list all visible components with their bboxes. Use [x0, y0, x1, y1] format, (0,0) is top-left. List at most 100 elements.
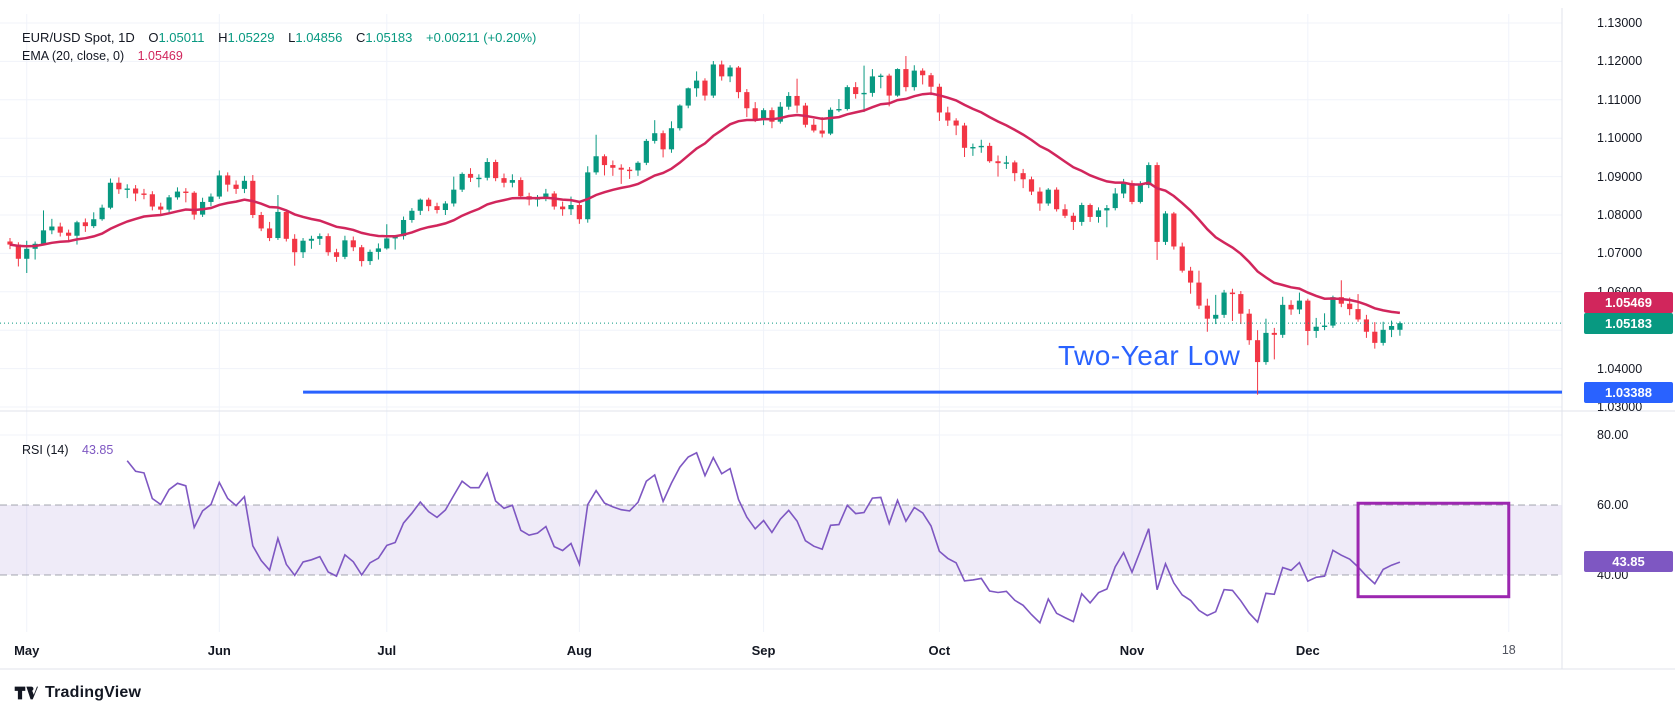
- candle-body: [174, 191, 181, 198]
- candle-body: [49, 226, 55, 231]
- time-axis-label[interactable]: 18: [1501, 643, 1516, 657]
- candle-body: [417, 199, 423, 211]
- candle-body: [124, 188, 130, 190]
- candle-body: [1296, 300, 1303, 310]
- candle-body: [241, 180, 248, 189]
- candle-body: [1020, 173, 1026, 180]
- candle-body: [1162, 213, 1169, 242]
- two-year-low-price-badge[interactable]: 1.03388: [1584, 381, 1673, 403]
- time-axis-label[interactable]: Nov: [1119, 643, 1145, 658]
- rsi-axis-label[interactable]: 60.00: [1597, 498, 1629, 512]
- rsi-value-badge[interactable]: 43.85: [1584, 551, 1673, 573]
- candle-body: [15, 244, 21, 259]
- candle-body: [1087, 205, 1093, 217]
- candle-body: [149, 194, 155, 207]
- time-axis-label[interactable]: Aug: [566, 643, 592, 658]
- candle-body: [1104, 208, 1110, 211]
- time-axis-label[interactable]: Sep: [751, 643, 776, 658]
- candle-body: [292, 238, 298, 253]
- time-axis-label[interactable]: Jun: [207, 643, 231, 658]
- candle-body: [693, 80, 700, 89]
- candle-body: [1187, 270, 1194, 283]
- candle-body: [1179, 246, 1185, 271]
- candle-body: [585, 172, 591, 220]
- candle-body: [1129, 183, 1135, 202]
- candle-body: [551, 193, 557, 207]
- symbol-title[interactable]: EUR/USD Spot, 1D: [22, 30, 135, 45]
- ohlc-high-label: H: [218, 30, 228, 45]
- time-axis-label[interactable]: Dec: [1295, 643, 1320, 658]
- candle-body: [827, 109, 834, 134]
- candle-body: [668, 128, 675, 150]
- rsi-line[interactable]: [126, 451, 1401, 625]
- two-year-low-label[interactable]: Two-Year Low: [1058, 340, 1241, 371]
- candle-body: [1054, 189, 1060, 210]
- candle-body: [1271, 332, 1277, 335]
- price-axis-label[interactable]: 1.07000: [1597, 246, 1643, 261]
- candle-body: [961, 125, 968, 148]
- price-axis-label[interactable]: 1.09000: [1597, 169, 1643, 184]
- symbol-legend[interactable]: EUR/USD Spot, 1D O1.05011 H1.05229 L1.04…: [22, 30, 536, 45]
- ema-legend-label[interactable]: EMA (20, close, 0): [22, 49, 125, 63]
- candle-body: [7, 241, 13, 245]
- candle-body: [911, 70, 917, 88]
- candle-body: [459, 173, 465, 190]
- rsi-legend[interactable]: RSI (14) 43.85: [22, 443, 113, 457]
- candlestick-series[interactable]: [7, 56, 1403, 395]
- price-axis-label[interactable]: 1.04000: [1597, 361, 1643, 376]
- candle-body: [1330, 297, 1336, 326]
- price-axis-label[interactable]: 1.11000: [1597, 92, 1642, 107]
- candle-body: [342, 240, 348, 257]
- candle-body: [995, 161, 1001, 164]
- last-price-badge[interactable]: 1.05183: [1584, 312, 1673, 334]
- candle-body: [208, 196, 214, 202]
- time-axis-label[interactable]: Oct: [928, 643, 951, 658]
- candle-body: [426, 199, 432, 207]
- candle-body: [1154, 165, 1160, 242]
- candle-body: [635, 162, 641, 171]
- candle-body: [1338, 297, 1344, 304]
- candle-body: [484, 162, 490, 178]
- ohlc-low-label: L: [288, 30, 296, 45]
- candle-body: [476, 177, 482, 180]
- ema-value-badge[interactable]: 1.05469: [1584, 291, 1673, 313]
- candle-body: [333, 252, 340, 257]
- candle-body: [1347, 303, 1353, 310]
- candle-body: [593, 156, 599, 173]
- candle-body: [1238, 294, 1244, 314]
- price-axis-label[interactable]: 1.12000: [1597, 54, 1643, 69]
- rsi-axis-label[interactable]: 80.00: [1597, 428, 1629, 442]
- rsi-legend-label[interactable]: RSI (14): [22, 443, 69, 457]
- candle-body: [1313, 326, 1319, 331]
- rsi-highlight-rectangle[interactable]: [1356, 501, 1511, 599]
- ema-line[interactable]: [9, 92, 1401, 315]
- candle-body: [1380, 329, 1386, 343]
- price-axis-label[interactable]: 1.13000: [1597, 16, 1643, 30]
- candle-body: [878, 75, 884, 78]
- candle-body: [1171, 213, 1177, 247]
- candle-body: [442, 203, 448, 211]
- candle-body: [99, 207, 105, 220]
- candle-body: [861, 92, 867, 95]
- candle-body: [275, 211, 281, 239]
- tradingview-logo[interactable]: TradingView: [14, 683, 141, 703]
- candle-body: [601, 156, 608, 166]
- candle-body: [451, 189, 457, 204]
- candle-body: [643, 140, 649, 163]
- ema-legend[interactable]: EMA (20, close, 0) 1.05469: [22, 49, 183, 63]
- time-axis-label[interactable]: May: [14, 643, 40, 658]
- candle-body: [233, 184, 239, 189]
- price-axis-label[interactable]: 1.08000: [1597, 208, 1643, 222]
- candle-body: [844, 87, 850, 110]
- candle-body: [869, 76, 876, 93]
- price-axis-label[interactable]: 1.03000: [1597, 400, 1643, 414]
- candle-body: [1288, 304, 1294, 310]
- candle-body: [183, 191, 189, 193]
- price-axis-label[interactable]: 1.10000: [1597, 131, 1643, 146]
- ohlc-open-value: 1.05011: [158, 30, 205, 45]
- time-axis-label[interactable]: Jul: [377, 643, 397, 658]
- candle-body: [166, 197, 172, 210]
- candle-body: [1229, 292, 1236, 295]
